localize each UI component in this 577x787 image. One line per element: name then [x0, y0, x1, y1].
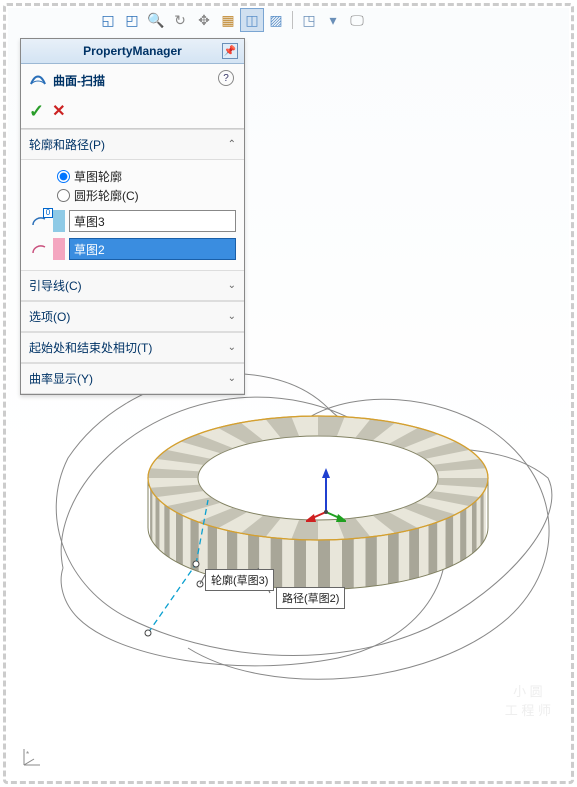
section-profile-path-header[interactable]: 轮廓和路径(P) ⌃	[21, 129, 244, 160]
cancel-button[interactable]: ✕	[52, 101, 65, 122]
section-options-header[interactable]: 选项(O) ⌄	[21, 301, 244, 332]
path-color-swatch	[53, 238, 65, 260]
radio-circular-profile[interactable]: 圆形轮廓(C)	[57, 187, 236, 204]
zoom-fit-icon[interactable]: ◱	[96, 8, 120, 32]
section-tangency-header[interactable]: 起始处和结束处相切(T) ⌄	[21, 332, 244, 363]
section-label: 引导线(C)	[29, 277, 82, 294]
callout-profile[interactable]: 轮廓(草图3)	[205, 569, 274, 591]
callout-path[interactable]: 路径(草图2)	[276, 587, 345, 609]
radio-sketch-profile[interactable]: 草图轮廓	[57, 168, 236, 185]
radio-circular-profile-input[interactable]	[57, 189, 70, 202]
zoom-area-icon[interactable]: ◰	[120, 8, 144, 32]
pm-feature-row: 曲面-扫描 ?	[21, 64, 244, 97]
section-icon[interactable]: ▦	[216, 8, 240, 32]
view-toolbar: ◱◰🔍↻✥▦◫▨ ◳▾🖵	[96, 8, 369, 32]
ok-cancel-row: ✓ ✕	[21, 97, 244, 129]
callout-text: 轮廓(草图3)	[211, 575, 268, 587]
radio-sketch-profile-input[interactable]	[57, 170, 70, 183]
toolbar-separator	[292, 11, 293, 29]
chevron-down-icon: ⌄	[228, 280, 236, 291]
view-normal-icon[interactable]: ◳	[297, 8, 321, 32]
section-curvature-header[interactable]: 曲率显示(Y) ⌄	[21, 363, 244, 394]
chevron-down-icon: ⌄	[228, 373, 236, 384]
zoom-icon[interactable]: 🔍	[144, 8, 168, 32]
path-input[interactable]	[69, 238, 236, 260]
chevron-down-icon: ⌄	[228, 311, 236, 322]
chevron-up-icon: ⌃	[228, 139, 236, 150]
section-label: 起始处和结束处相切(T)	[29, 339, 152, 356]
profile-input[interactable]	[69, 210, 236, 232]
profile-color-swatch	[53, 210, 65, 232]
profile-badge: 0	[43, 208, 53, 218]
scene-icon[interactable]: ▨	[264, 8, 288, 32]
feature-name: 曲面-扫描	[53, 72, 105, 89]
callout-text: 路径(草图2)	[282, 593, 339, 605]
radio-label: 草图轮廓	[74, 168, 122, 185]
help-icon[interactable]: ?	[218, 70, 234, 86]
pm-title-bar: PropertyManager 📌	[21, 39, 244, 64]
section-label: 轮廓和路径(P)	[29, 136, 105, 153]
pm-title-text: PropertyManager	[83, 44, 182, 58]
profile-picker-icon[interactable]: 0	[29, 212, 49, 230]
radio-label: 圆形轮廓(C)	[74, 187, 139, 204]
display-icon[interactable]: ◫	[240, 8, 264, 32]
pin-icon[interactable]: 📌	[222, 43, 238, 59]
profile-selection-row: 0	[29, 210, 236, 232]
section-label: 选项(O)	[29, 308, 70, 325]
path-picker-icon[interactable]	[29, 240, 49, 258]
section-label: 曲率显示(Y)	[29, 370, 93, 387]
section-guide-header[interactable]: 引导线(C) ⌄	[21, 270, 244, 301]
pan-icon[interactable]: ✥	[192, 8, 216, 32]
path-selection-row	[29, 238, 236, 260]
rotate-icon[interactable]: ↻	[168, 8, 192, 32]
monitor-icon[interactable]: 🖵	[345, 8, 369, 32]
section-profile-path-body: 草图轮廓 圆形轮廓(C) 0	[21, 160, 244, 270]
view-orient-icon[interactable]: ▾	[321, 8, 345, 32]
ok-button[interactable]: ✓	[29, 101, 44, 122]
chevron-down-icon: ⌄	[228, 342, 236, 353]
swept-surface-icon	[29, 70, 47, 91]
property-manager-panel: PropertyManager 📌 曲面-扫描 ? ✓ ✕ 轮廓和路径(P) ⌃…	[20, 38, 245, 395]
coordinate-triad	[306, 468, 346, 524]
